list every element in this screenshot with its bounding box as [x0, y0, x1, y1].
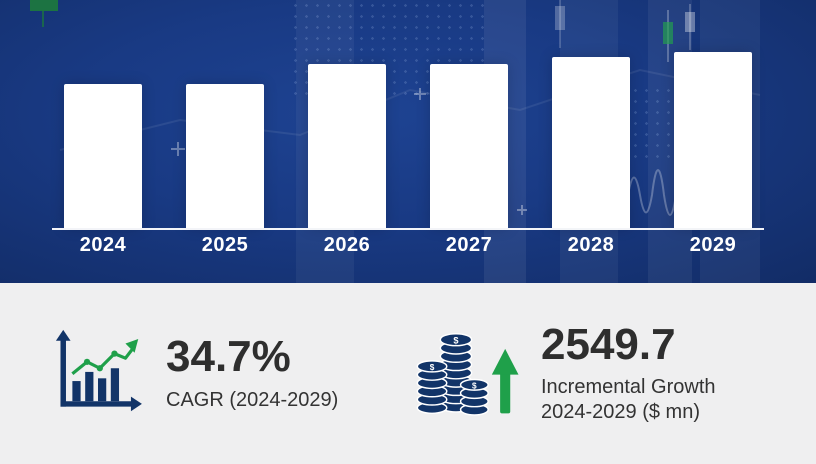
incremental-value: 2549.7	[541, 319, 676, 369]
svg-text:$: $	[453, 335, 458, 345]
chart-bar-2028	[552, 57, 630, 228]
incremental-label-line1: Incremental Growth	[541, 376, 716, 399]
svg-text:$: $	[472, 381, 477, 390]
incremental-label-line2: 2024-2029 ($ mn)	[541, 401, 700, 424]
cagr-label: CAGR (2024-2029)	[166, 388, 339, 411]
incremental-growth-stat: $ $	[415, 319, 716, 425]
stats-section: 34.7% CAGR (2024-2029)	[0, 283, 816, 464]
bar-label-2027: 2027	[445, 234, 493, 256]
growth-trend-icon	[52, 328, 144, 419]
chart-bar-2024	[64, 84, 142, 228]
chart-bar-2027	[430, 64, 508, 228]
incremental-label: Incremental Growth 2024-2029 ($ mn)	[541, 375, 716, 425]
cagr-stat: 34.7% CAGR (2024-2029)	[52, 328, 387, 419]
chart-bar-2025	[186, 84, 264, 228]
bar-label-2026: 2026	[323, 234, 371, 256]
chart-bar-2026	[308, 64, 386, 228]
bar-label-2024: 2024	[79, 234, 127, 256]
bars-row	[64, 52, 752, 228]
up-arrow-icon	[491, 348, 519, 414]
bar-label-2029: 2029	[689, 234, 737, 256]
labels-row: 2024 2025 2026 2027 2028 2029	[64, 234, 752, 257]
bar-label-2028: 2028	[567, 234, 615, 256]
cagr-value: 34.7%	[166, 332, 291, 382]
coins-stack-icon: $ $	[415, 325, 519, 422]
chart-section: 2024 2025 2026 2027 2028 2029	[0, 0, 816, 283]
svg-text:$: $	[430, 363, 435, 372]
bar-label-2025: 2025	[201, 234, 249, 256]
axis-line	[52, 228, 764, 230]
chart-bar-2029	[674, 52, 752, 228]
